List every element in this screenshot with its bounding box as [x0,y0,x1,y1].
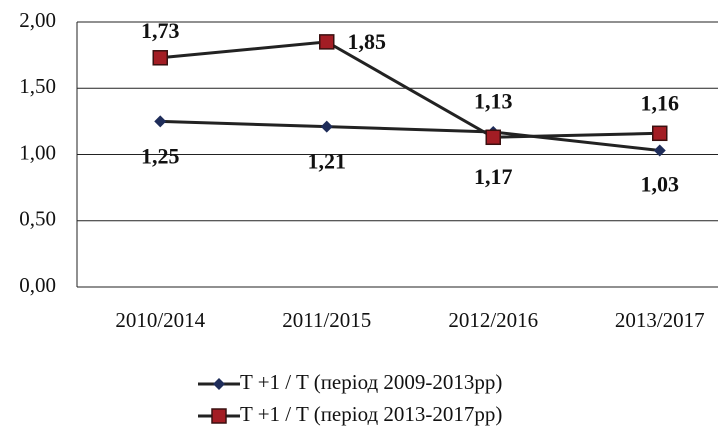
legend-marker [211,408,227,424]
data-label: 1,21 [308,149,347,174]
data-label: 1,03 [641,172,680,197]
data-label: 1,25 [141,143,180,168]
point [154,115,167,128]
point [653,144,666,157]
y-tick-label: 2,00 [19,8,56,32]
data-label: 1,17 [474,164,513,189]
x-tick-label: 2013/2017 [615,308,705,332]
data-label: 1,85 [348,29,387,54]
legend-label: T +1 / T (період 2013-2017рр) [240,402,502,426]
legend-label: T +1 / T (період 2009-2013рр) [240,370,502,394]
point [152,50,168,66]
y-tick-label: 1,50 [19,74,56,98]
data-label: 1,16 [641,90,680,115]
point [485,129,501,146]
point [652,125,668,142]
x-tick-label: 2012/2016 [448,308,538,332]
series-line [160,119,660,153]
y-tick-label: 1,00 [19,140,56,164]
x-tick-label: 2011/2015 [282,308,371,332]
point [320,120,333,133]
y-tick-label: 0,00 [19,273,56,297]
data-label: 1,73 [141,18,180,43]
legend-marker [213,378,225,390]
x-tick-label: 2010/2014 [115,308,205,332]
y-tick-label: 0,50 [19,207,56,231]
point [319,34,335,50]
data-label: 1,13 [474,88,513,113]
series-line [160,40,660,139]
